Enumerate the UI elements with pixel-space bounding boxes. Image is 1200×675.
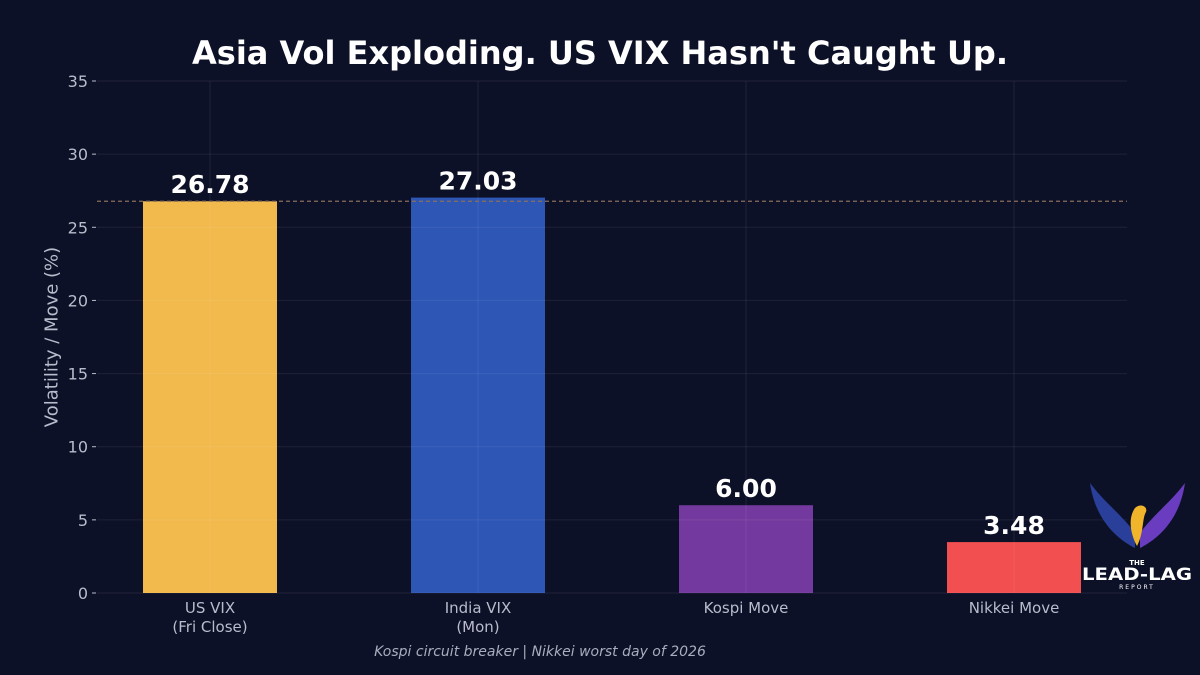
bar	[947, 542, 1081, 593]
y-tick-label: 10	[68, 438, 88, 457]
y-tick-label: 30	[68, 145, 88, 164]
data-label: 26.78	[170, 170, 249, 199]
y-tick-label: 5	[78, 511, 88, 530]
y-tick-label: 15	[68, 365, 88, 384]
x-tick-label: Kospi Move	[704, 599, 789, 617]
svg-text:LEAD-LAG: LEAD-LAG	[1082, 565, 1192, 585]
x-tick-label: (Mon)	[456, 618, 499, 636]
svg-text:REPORT: REPORT	[1119, 584, 1155, 591]
y-tick-label: 25	[68, 218, 88, 237]
data-label: 3.48	[983, 511, 1045, 540]
x-tick-label: India VIX	[445, 599, 512, 617]
x-tick-label: (Fri Close)	[172, 618, 247, 636]
svg-text:THE: THE	[1129, 559, 1145, 567]
chart-title: Asia Vol Exploding. US VIX Hasn't Caught…	[192, 34, 1008, 72]
data-label: 6.00	[715, 474, 777, 503]
lead-lag-report-logo: THE LEAD-LAG REPORT	[1082, 483, 1192, 591]
y-tick-label: 0	[78, 584, 88, 603]
y-tick-label: 35	[68, 72, 88, 91]
x-tick-label: US VIX	[185, 599, 235, 617]
y-tick-label: 20	[68, 291, 88, 310]
x-tick-label: Nikkei Move	[969, 599, 1060, 617]
bar	[143, 201, 277, 593]
bar	[411, 197, 545, 593]
bar	[679, 505, 813, 593]
data-label: 27.03	[438, 167, 517, 196]
chart-caption: Kospi circuit breaker | Nikkei worst day…	[374, 644, 706, 660]
